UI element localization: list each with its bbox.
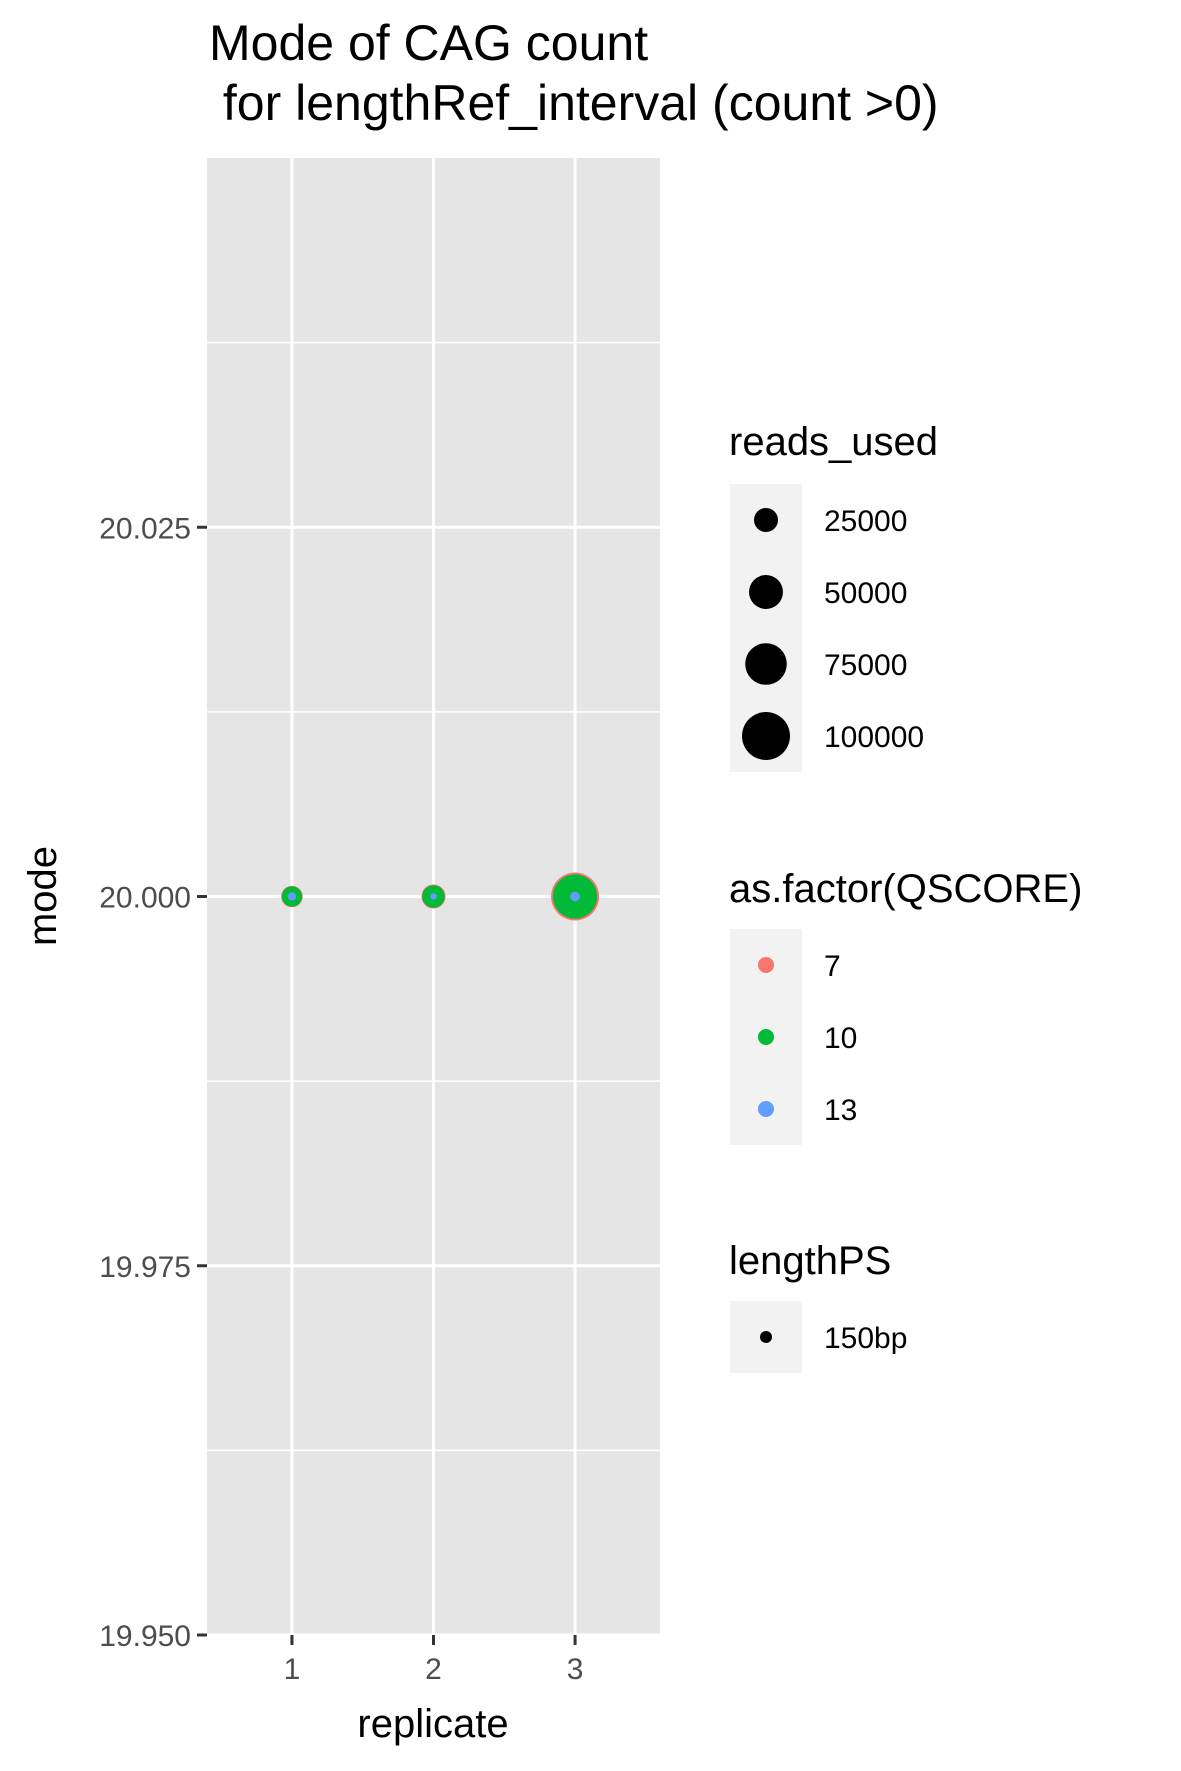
legend-title-reads-used: reads_used — [729, 420, 938, 464]
legend-size-key — [749, 575, 783, 609]
legend-shape-label: 150bp — [824, 1322, 907, 1355]
data-points — [281, 872, 600, 921]
x-axis: 1 2 3 — [284, 1635, 584, 1686]
y-tick-label: 20.000 — [99, 882, 191, 915]
legend-reads-used: reads_used 25000 50000 75000 100000 — [729, 420, 938, 772]
x-axis-title: replicate — [357, 1702, 508, 1746]
data-point-qscore-13 — [570, 891, 580, 902]
x-tick-label: 3 — [567, 1653, 584, 1686]
chart-title: Mode of CAG count — [209, 15, 648, 71]
y-tick-label: 19.975 — [99, 1251, 191, 1284]
legend-title-qscore: as.factor(QSCORE) — [729, 867, 1082, 911]
data-point-qscore-13 — [430, 893, 437, 900]
legend-size-label: 50000 — [824, 577, 907, 610]
chart-subtitle: for lengthRef_interval (count >0) — [209, 75, 939, 131]
legend-title-lengthps: lengthPS — [729, 1239, 891, 1283]
x-tick-label: 2 — [425, 1653, 442, 1686]
legend-size-label: 25000 — [824, 505, 907, 538]
legend-shape-key — [760, 1331, 772, 1343]
y-tick-label: 20.025 — [99, 512, 191, 545]
data-point-qscore-13 — [287, 892, 297, 901]
legend-size-key — [754, 508, 778, 532]
legend-size-key — [742, 712, 790, 760]
x-tick-label: 1 — [284, 1653, 301, 1686]
legend-color-label: 13 — [824, 1094, 857, 1127]
y-axis: 19.950 19.975 20.000 20.025 — [99, 512, 207, 1653]
legend-color-key — [758, 1101, 774, 1117]
y-axis-title: mode — [21, 846, 65, 946]
legend-color-label: 7 — [824, 950, 841, 983]
legend-color-key — [758, 957, 774, 973]
legend-size-label: 100000 — [824, 721, 924, 754]
legend-qscore: as.factor(QSCORE) 7 10 13 — [729, 867, 1082, 1145]
legend-color-label: 10 — [824, 1022, 857, 1055]
legend-size-key — [745, 643, 787, 685]
legend-lengthps: lengthPS 150bp — [729, 1239, 907, 1373]
y-tick-label: 19.950 — [99, 1620, 191, 1653]
legend-color-key — [758, 1029, 774, 1045]
legend-size-label: 75000 — [824, 649, 907, 682]
